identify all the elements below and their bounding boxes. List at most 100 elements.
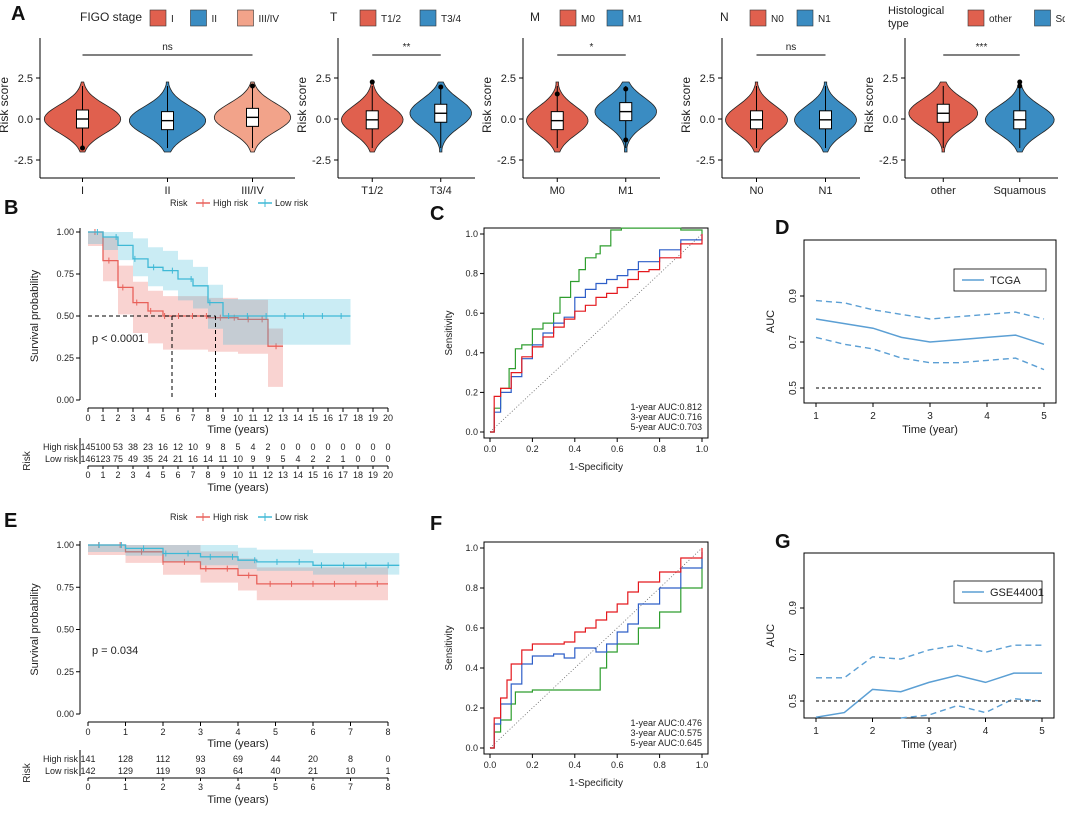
roc-x-tick-label: 0.0 — [484, 760, 497, 770]
auc-ci-line — [900, 697, 1043, 719]
risk-table-cell: 16 — [158, 442, 168, 452]
panel-letter-a: A — [11, 3, 25, 25]
y-tick-label: -2.5 — [879, 155, 898, 167]
risk-table-cell: 5 — [280, 454, 285, 464]
y-axis-label: Risk score — [295, 77, 309, 133]
roc-y-tick-label: 0.4 — [465, 663, 478, 673]
legend-title: M — [530, 10, 540, 24]
legend-label: I — [171, 14, 174, 25]
km-y-tick-label: 1.00 — [56, 540, 74, 550]
roc-y-tick-label: 0.6 — [465, 308, 478, 318]
km-x-tick-label: 3 — [130, 413, 135, 423]
panel-letter-e: E — [4, 510, 17, 532]
km-x-axis-label: Time (years) — [207, 424, 268, 436]
risk-table-x-tick-label: 5 — [160, 470, 165, 480]
km-x-tick-label: 8 — [205, 413, 210, 423]
auc-y-axis-label: AUC — [765, 310, 777, 333]
risk-table-x-tick-label: 11 — [248, 470, 257, 480]
km-legend-label: Low risk — [275, 198, 309, 208]
roc-legend-label: 5-year AUC:0.703 — [630, 422, 702, 432]
auc-x-tick-label: 3 — [927, 411, 933, 422]
y-tick-label: 0.0 — [18, 114, 33, 126]
x-tick-label: Squamous — [993, 185, 1046, 197]
roc-y-tick-label: 0.2 — [465, 387, 478, 397]
risk-table-x-tick-label: 3 — [130, 470, 135, 480]
risk-table-row-label: Low risk — [45, 454, 79, 464]
risk-table-x-tick-label: 3 — [198, 782, 203, 792]
legend-key — [559, 9, 577, 27]
x-tick-label: other — [931, 185, 956, 197]
risk-table-x-tick-label: 1 — [123, 782, 128, 792]
risk-table-cell: 1 — [340, 454, 345, 464]
y-tick-label: 2.5 — [18, 73, 33, 85]
y-tick-label: 0.0 — [501, 114, 516, 126]
legend-key — [967, 9, 985, 27]
risk-table-cell: 4 — [250, 442, 255, 452]
significance-label: *** — [976, 42, 988, 53]
km-x-tick-label: 6 — [175, 413, 180, 423]
roc-x-tick-label: 0.2 — [526, 760, 539, 770]
km-x-tick-label: 11 — [248, 413, 257, 423]
risk-table-x-tick-label: 2 — [115, 470, 120, 480]
km-x-tick-label: 1 — [123, 727, 128, 737]
km-x-tick-label: 14 — [293, 413, 303, 423]
risk-table-cell: 0 — [370, 442, 375, 452]
roc-y-tick-label: 0.8 — [465, 583, 478, 593]
auc-frame — [803, 552, 1055, 719]
roc-x-tick-label: 0.2 — [526, 444, 539, 454]
risk-table-cell: 0 — [295, 442, 300, 452]
auc-x-tick-label: 1 — [813, 726, 819, 737]
roc-x-tick-label: 0.6 — [611, 444, 624, 454]
roc-x-tick-label: 0.8 — [653, 444, 666, 454]
auc-x-tick-label: 4 — [983, 726, 989, 737]
km-legend-title: Risk — [170, 512, 188, 522]
significance-label: ns — [786, 42, 797, 53]
risk-table-cell: 128 — [118, 754, 133, 764]
roc-curve — [490, 558, 703, 749]
roc-legend-label: 3-year AUC:0.575 — [630, 728, 702, 738]
risk-table-x-tick-label: 13 — [278, 470, 288, 480]
roc-legend-label: 5-year AUC:0.645 — [630, 738, 702, 748]
km-y-axis-label: Survival probability — [29, 269, 41, 362]
km-x-tick-label: 0 — [85, 727, 90, 737]
km-ci-band — [88, 232, 283, 387]
y-axis-label: Risk score — [862, 77, 876, 133]
legend-label: III/IV — [259, 14, 280, 25]
outlier-point — [623, 137, 629, 143]
risk-table-cell: 9 — [265, 454, 270, 464]
roc-x-tick-label: 0.0 — [484, 444, 497, 454]
panel-letter-g: G — [775, 531, 791, 553]
auc-ci-line — [815, 299, 1045, 320]
risk-table-x-tick-label: 9 — [220, 470, 225, 480]
x-tick-label: T3/4 — [430, 185, 452, 197]
legend-label: other — [989, 14, 1012, 25]
outlier-point — [1017, 83, 1023, 89]
legend-key — [419, 9, 437, 27]
km-x-tick-label: 9 — [220, 413, 225, 423]
risk-table-x-tick-label: 19 — [368, 470, 378, 480]
risk-table-cell: 8 — [348, 754, 353, 764]
risk-table-title: Risk — [22, 762, 33, 782]
y-tick-label: 2.5 — [316, 73, 331, 85]
risk-table-cell: 10 — [345, 766, 355, 776]
y-tick-label: 0.0 — [316, 114, 331, 126]
risk-table-cell: 38 — [128, 442, 138, 452]
risk-table-cell: 0 — [385, 454, 390, 464]
risk-table-x-tick-label: 8 — [385, 782, 390, 792]
risk-table-x-tick-label: 18 — [353, 470, 363, 480]
risk-table-cell: 53 — [113, 442, 123, 452]
risk-table-cell: 35 — [143, 454, 153, 464]
risk-table-cell: 142 — [80, 766, 95, 776]
risk-table-cell: 129 — [118, 766, 133, 776]
km-p-value: p < 0.0001 — [92, 333, 144, 345]
auc-ci-line — [816, 644, 1042, 679]
legend-key — [796, 9, 814, 27]
auc-legend-box — [953, 268, 1047, 292]
risk-table-row-label: High risk — [43, 442, 79, 452]
km-legend-title: Risk — [170, 198, 188, 208]
roc-curve — [490, 552, 703, 749]
auc-ci-line — [815, 336, 1045, 371]
auc-x-tick-label: 1 — [813, 411, 819, 422]
auc-line — [815, 318, 1045, 346]
